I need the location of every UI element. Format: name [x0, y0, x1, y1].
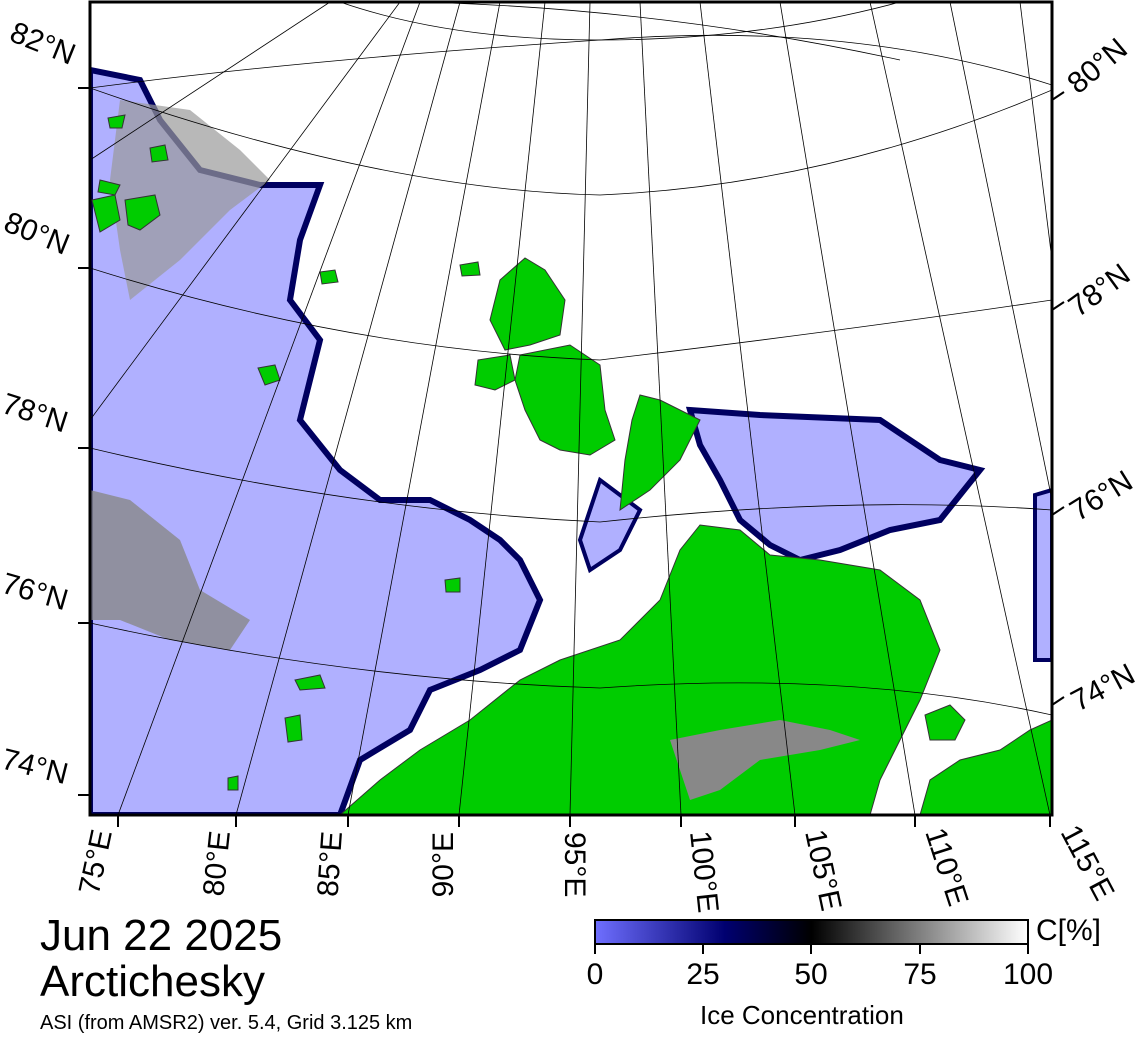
lon-label-95e: 95°E: [558, 832, 591, 897]
lon-label-80e: 80°E: [197, 829, 237, 897]
open-water-laptev: [685, 406, 986, 564]
colorbar: [594, 919, 1029, 945]
lat-label-right-78n: 78°N: [1063, 258, 1137, 324]
land-severnaya-zemlya-mid: [514, 344, 616, 456]
colorbar-ticks: [594, 944, 1029, 954]
lon-label-115e: 115°E: [1054, 820, 1121, 906]
colorbar-tick-75: 75: [903, 958, 937, 991]
colorbar-tick-100: 100: [1002, 958, 1054, 991]
colorbar-label: Ice Concentration: [700, 1000, 904, 1030]
lon-label-100e: 100°E: [683, 829, 724, 914]
colorbar-tick-25: 25: [686, 958, 720, 991]
lon-label-85e: 85°E: [312, 830, 349, 898]
land-severnaya-zemlya-south: [619, 394, 701, 512]
lat-label-right-80n: 80°N: [1061, 32, 1134, 100]
lon-label-90e: 90°E: [427, 832, 460, 897]
lat-label-left-78n: 78°N: [0, 387, 72, 439]
land-severnaya-zemlya-north: [489, 257, 566, 351]
land-franz-josef-islands: [91, 114, 169, 233]
lon-label-75e: 75°E: [73, 827, 119, 898]
colorbar-tick-0: 0: [586, 958, 604, 991]
lat-label-left-74n: 74°N: [0, 743, 71, 791]
latitude-lines: [90, 2, 1052, 716]
marginal-ice-west: [90, 490, 250, 650]
lon-label-105e: 105°E: [798, 827, 847, 914]
graticule-ticks: [78, 87, 1065, 827]
open-water-east: [1033, 487, 1052, 662]
land-east-coast: [919, 719, 1052, 815]
map-date: Jun 22 2025: [40, 911, 283, 960]
land-begichev-island: [924, 704, 966, 741]
lon-label-110e: 110°E: [918, 824, 974, 910]
lat-label-right-76n: 76°N: [1064, 464, 1138, 528]
colorbar-tick-50: 50: [794, 958, 828, 991]
longitude-lines: [90, 2, 1052, 815]
colorbar-unit: C[%]: [1036, 914, 1102, 947]
lat-label-left-76n: 76°N: [0, 567, 72, 617]
lat-label-left-82n: 82°N: [5, 16, 80, 72]
data-source: ASI (from AMSR2) ver. 5.4, Grid 3.125 km: [40, 1012, 413, 1034]
land-land-ice: [670, 720, 860, 800]
lat-label-right-74n: 74°N: [1066, 658, 1140, 719]
lat-label-left-80n: 80°N: [0, 206, 74, 262]
map-region: Arctichesky: [40, 957, 265, 1006]
